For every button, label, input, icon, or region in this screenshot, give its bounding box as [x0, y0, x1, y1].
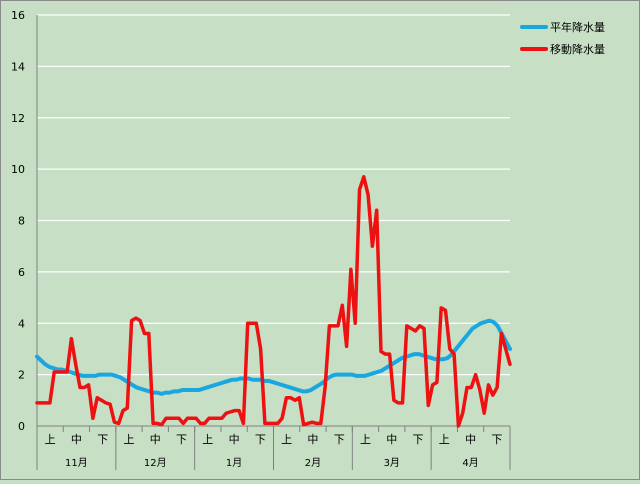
month-label: 3月 [384, 457, 400, 469]
y-tick-label: 16 [11, 9, 25, 22]
dekad-label: 上 [123, 433, 134, 446]
dekad-label: 上 [439, 433, 450, 446]
month-label: 4月 [462, 457, 478, 469]
dekad-label: 中 [71, 433, 82, 446]
dekad-label: 中 [386, 433, 397, 446]
dekad-label: 上 [281, 433, 292, 446]
dekad-label: 下 [491, 433, 502, 446]
dekad-label: 中 [465, 433, 476, 446]
dekad-label: 下 [97, 433, 108, 446]
dekad-label: 上 [202, 433, 213, 446]
gridlines [37, 14, 510, 376]
dekad-label: 上 [45, 433, 56, 446]
y-tick-label: 14 [11, 60, 25, 73]
y-tick-label: 6 [18, 266, 25, 279]
series-line-normal-precipitation [35, 318, 512, 396]
y-tick-label: 2 [18, 369, 25, 382]
dekad-label: 中 [307, 433, 318, 446]
dekad-label: 中 [150, 433, 161, 446]
y-tick-label: 10 [11, 163, 25, 176]
dekad-label: 下 [255, 433, 266, 446]
dekad-label: 下 [176, 433, 187, 446]
y-tick-label: 4 [18, 317, 25, 330]
series-lines [35, 175, 512, 428]
y-tick-label: 8 [18, 215, 25, 228]
dekad-label: 下 [413, 433, 424, 446]
month-label: 2月 [305, 457, 321, 469]
legend-label: 移動降水量 [550, 42, 605, 56]
series-line-moving-precipitation [35, 175, 512, 428]
legend-label: 平年降水量 [550, 20, 605, 34]
y-tick-label: 12 [11, 112, 25, 125]
dekad-label: 上 [360, 433, 371, 446]
month-label: 1月 [226, 457, 242, 469]
y-tick-label: 0 [18, 420, 25, 433]
month-label: 12月 [144, 457, 167, 469]
month-label: 11月 [65, 457, 88, 469]
dekad-label: 下 [334, 433, 345, 446]
dekad-label: 中 [229, 433, 240, 446]
